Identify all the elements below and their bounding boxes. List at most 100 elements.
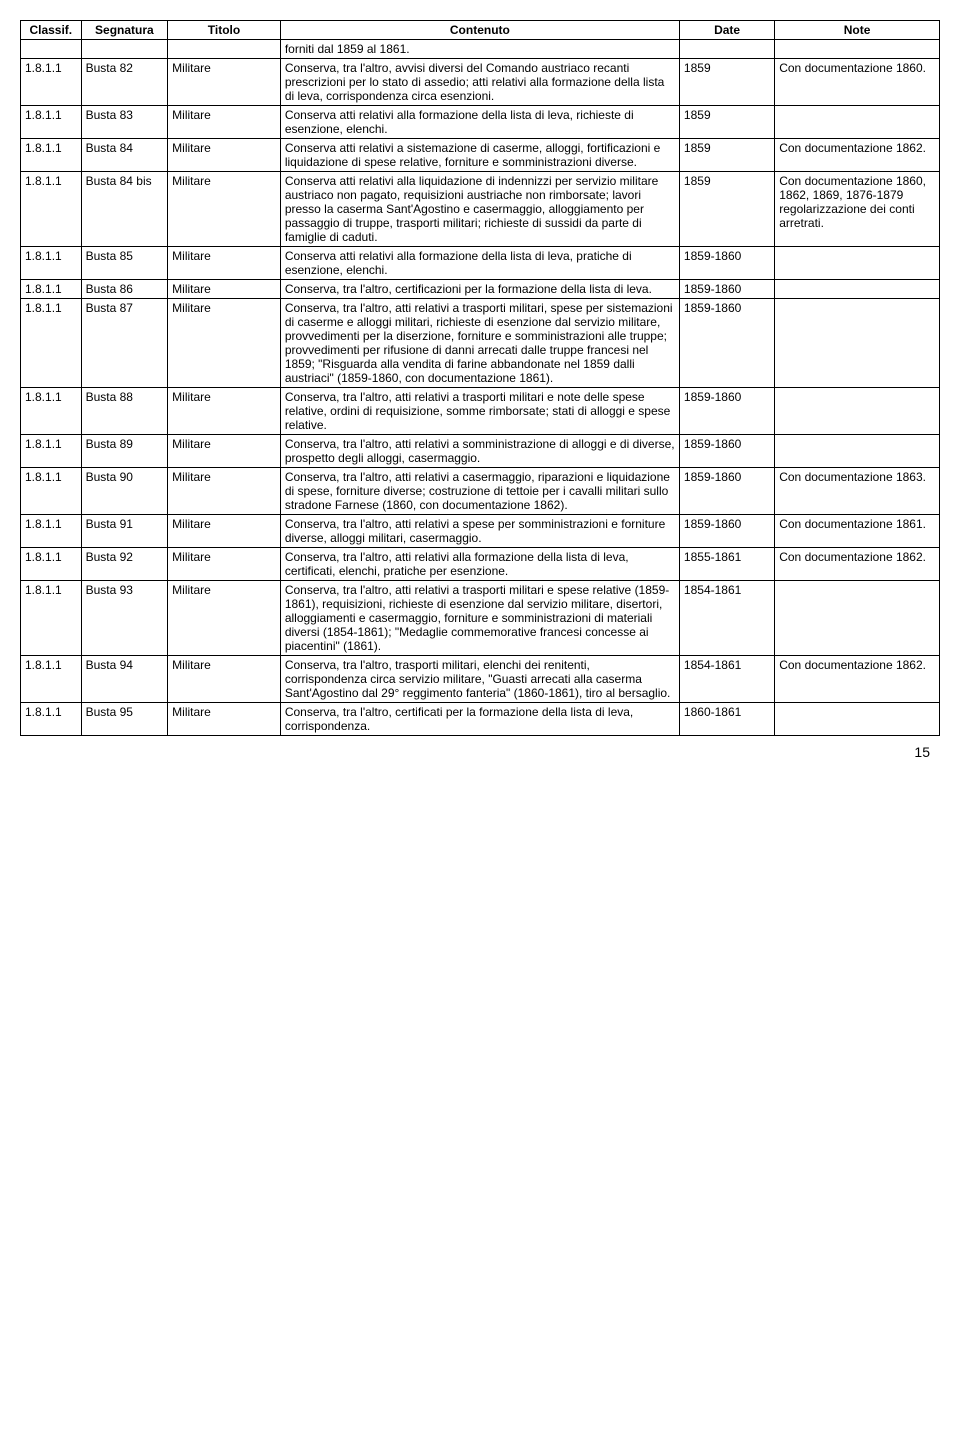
- cell-classif: 1.8.1.1: [21, 581, 82, 656]
- cell-segnatura: Busta 88: [81, 388, 168, 435]
- header-classif: Classif.: [21, 21, 82, 40]
- cell-contenuto: Conserva, tra l'altro, atti relativi a t…: [280, 388, 679, 435]
- cell-titolo: Militare: [168, 435, 281, 468]
- cell-note: [775, 247, 940, 280]
- cell-segnatura: Busta 90: [81, 468, 168, 515]
- table-row: 1.8.1.1Busta 90MilitareConserva, tra l'a…: [21, 468, 940, 515]
- cell-contenuto: Conserva, tra l'altro, certificati per l…: [280, 703, 679, 736]
- cell-note: [775, 388, 940, 435]
- cell-classif: 1.8.1.1: [21, 106, 82, 139]
- cell-date: 1855-1861: [679, 548, 774, 581]
- cell-contenuto: Conserva, tra l'altro, atti relativi a s…: [280, 515, 679, 548]
- cell-classif: 1.8.1.1: [21, 435, 82, 468]
- cell-note: Con documentazione 1861.: [775, 515, 940, 548]
- cell-classif: 1.8.1.1: [21, 59, 82, 106]
- cell-segnatura: Busta 95: [81, 703, 168, 736]
- cell-date: 1859-1860: [679, 280, 774, 299]
- cell-classif: 1.8.1.1: [21, 548, 82, 581]
- cell-date: 1854-1861: [679, 581, 774, 656]
- cell-contenuto: Conserva, tra l'altro, atti relativi a c…: [280, 468, 679, 515]
- cell-date: 1859: [679, 172, 774, 247]
- table-row: 1.8.1.1Busta 93MilitareConserva, tra l'a…: [21, 581, 940, 656]
- table-row: 1.8.1.1Busta 88MilitareConserva, tra l'a…: [21, 388, 940, 435]
- cell-titolo: Militare: [168, 106, 281, 139]
- cell-note: [775, 581, 940, 656]
- cell-titolo: Militare: [168, 468, 281, 515]
- cell-date: 1859-1860: [679, 247, 774, 280]
- header-segnatura: Segnatura: [81, 21, 168, 40]
- cell-contenuto: Conserva, tra l'altro, certificazioni pe…: [280, 280, 679, 299]
- cell-note: Con documentazione 1863.: [775, 468, 940, 515]
- cell-titolo: [168, 40, 281, 59]
- cell-contenuto: Conserva, tra l'altro, atti relativi a s…: [280, 435, 679, 468]
- cell-segnatura: Busta 92: [81, 548, 168, 581]
- cell-date: 1859-1860: [679, 468, 774, 515]
- table-row: 1.8.1.1Busta 83MilitareConserva atti rel…: [21, 106, 940, 139]
- cell-segnatura: Busta 89: [81, 435, 168, 468]
- cell-titolo: Militare: [168, 703, 281, 736]
- cell-note: [775, 106, 940, 139]
- cell-contenuto: Conserva, tra l'altro, trasporti militar…: [280, 656, 679, 703]
- table-row: 1.8.1.1Busta 94MilitareConserva, tra l'a…: [21, 656, 940, 703]
- cell-titolo: Militare: [168, 299, 281, 388]
- cell-segnatura: Busta 86: [81, 280, 168, 299]
- cell-segnatura: Busta 84: [81, 139, 168, 172]
- cell-titolo: Militare: [168, 515, 281, 548]
- table-row: 1.8.1.1Busta 86MilitareConserva, tra l'a…: [21, 280, 940, 299]
- cell-classif: 1.8.1.1: [21, 468, 82, 515]
- cell-contenuto: Conserva atti relativi alla formazione d…: [280, 106, 679, 139]
- cell-date: 1859: [679, 106, 774, 139]
- cell-segnatura: [81, 40, 168, 59]
- cell-titolo: Militare: [168, 388, 281, 435]
- archive-table: Classif. Segnatura Titolo Contenuto Date…: [20, 20, 940, 736]
- cell-titolo: Militare: [168, 548, 281, 581]
- cell-note: Con documentazione 1862.: [775, 548, 940, 581]
- table-row: 1.8.1.1Busta 84 bisMilitareConserva atti…: [21, 172, 940, 247]
- cell-date: 1859-1860: [679, 515, 774, 548]
- cell-classif: 1.8.1.1: [21, 703, 82, 736]
- table-row: 1.8.1.1Busta 89MilitareConserva, tra l'a…: [21, 435, 940, 468]
- header-titolo: Titolo: [168, 21, 281, 40]
- cell-note: [775, 280, 940, 299]
- table-row: 1.8.1.1Busta 92MilitareConserva, tra l'a…: [21, 548, 940, 581]
- cell-note: Con documentazione 1862.: [775, 139, 940, 172]
- cell-contenuto: Conserva atti relativi alla formazione d…: [280, 247, 679, 280]
- table-row: 1.8.1.1Busta 91MilitareConserva, tra l'a…: [21, 515, 940, 548]
- cell-segnatura: Busta 94: [81, 656, 168, 703]
- cell-classif: 1.8.1.1: [21, 139, 82, 172]
- cell-note: Con documentazione 1860.: [775, 59, 940, 106]
- cell-date: 1859-1860: [679, 299, 774, 388]
- cell-note: [775, 299, 940, 388]
- cell-titolo: Militare: [168, 139, 281, 172]
- cell-note: [775, 703, 940, 736]
- cell-contenuto: Conserva atti relativi a sistemazione di…: [280, 139, 679, 172]
- header-row: Classif. Segnatura Titolo Contenuto Date…: [21, 21, 940, 40]
- cell-contenuto: Conserva, tra l'altro, atti relativi a t…: [280, 299, 679, 388]
- header-date: Date: [679, 21, 774, 40]
- cell-segnatura: Busta 93: [81, 581, 168, 656]
- cell-segnatura: Busta 87: [81, 299, 168, 388]
- cell-classif: [21, 40, 82, 59]
- table-row: 1.8.1.1Busta 82MilitareConserva, tra l'a…: [21, 59, 940, 106]
- cell-titolo: Militare: [168, 280, 281, 299]
- cell-note: [775, 40, 940, 59]
- cell-classif: 1.8.1.1: [21, 656, 82, 703]
- cell-segnatura: Busta 84 bis: [81, 172, 168, 247]
- cell-date: 1859-1860: [679, 435, 774, 468]
- cell-titolo: Militare: [168, 59, 281, 106]
- cell-titolo: Militare: [168, 581, 281, 656]
- cell-date: [679, 40, 774, 59]
- table-row: 1.8.1.1Busta 85MilitareConserva atti rel…: [21, 247, 940, 280]
- cell-classif: 1.8.1.1: [21, 280, 82, 299]
- header-contenuto: Contenuto: [280, 21, 679, 40]
- cell-titolo: Militare: [168, 172, 281, 247]
- cell-date: 1859-1860: [679, 388, 774, 435]
- cell-classif: 1.8.1.1: [21, 515, 82, 548]
- cell-contenuto: Conserva atti relativi alla liquidazione…: [280, 172, 679, 247]
- cell-date: 1859: [679, 59, 774, 106]
- cell-contenuto: Conserva, tra l'altro, atti relativi a t…: [280, 581, 679, 656]
- cell-contenuto: Conserva, tra l'altro, avvisi diversi de…: [280, 59, 679, 106]
- cell-note: [775, 435, 940, 468]
- cell-segnatura: Busta 83: [81, 106, 168, 139]
- cell-date: 1860-1861: [679, 703, 774, 736]
